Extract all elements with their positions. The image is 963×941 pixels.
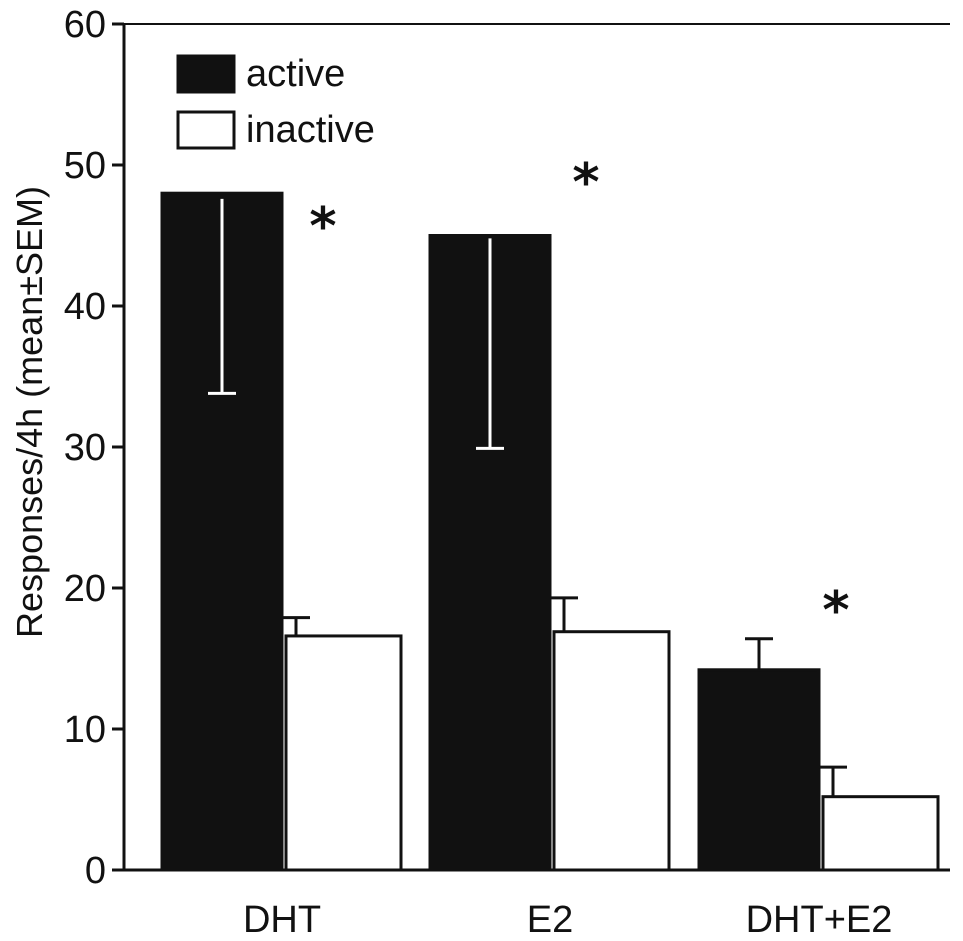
y-tick-label: 50 xyxy=(64,145,106,187)
significance-star: * xyxy=(309,197,336,257)
category-label: DHT+E2 xyxy=(746,899,893,941)
legend-label-inactive: inactive xyxy=(246,109,375,151)
significance-star: * xyxy=(572,153,599,213)
y-tick-label: 30 xyxy=(64,427,106,469)
y-tick-label: 0 xyxy=(85,850,106,892)
significance-star: * xyxy=(822,581,849,641)
y-axis-label: Responses/4h (mean±SEM) xyxy=(9,186,50,638)
legend: active inactive xyxy=(176,53,375,151)
legend-swatch-active xyxy=(176,54,236,94)
legend-label-active: active xyxy=(246,53,345,95)
category-label: DHT xyxy=(243,899,321,941)
bars xyxy=(160,191,940,872)
y-tick-label: 10 xyxy=(64,709,106,751)
legend-swatch-inactive xyxy=(176,110,236,150)
y-tick-label: 20 xyxy=(64,568,106,610)
bar-active xyxy=(697,668,821,872)
bar-inactive xyxy=(821,795,940,872)
bar-inactive xyxy=(552,630,671,872)
y-axis-ticks: 0 10 20 30 40 50 60 xyxy=(64,4,124,892)
significance-markers: * * * xyxy=(309,153,849,641)
bar-inactive xyxy=(284,634,403,872)
category-labels: DHT E2 DHT+E2 xyxy=(243,899,892,941)
y-tick-label: 60 xyxy=(64,4,106,46)
category-label: E2 xyxy=(527,899,573,941)
y-tick-label: 40 xyxy=(64,286,106,328)
